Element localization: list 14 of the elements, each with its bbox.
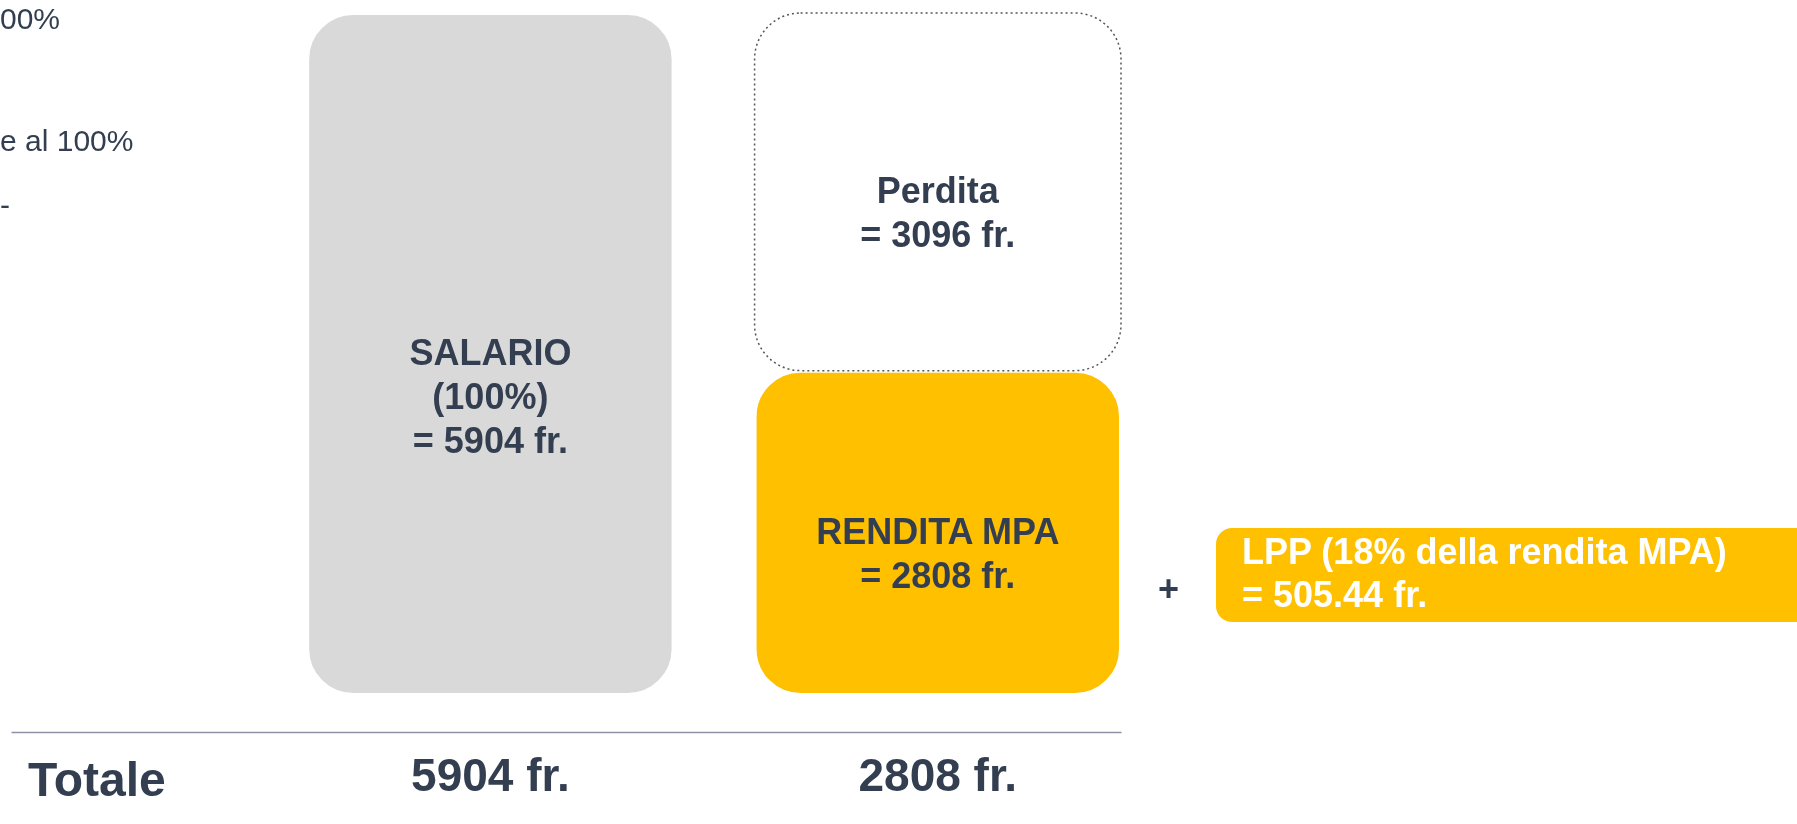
text: 00% xyxy=(0,2,61,37)
text: e al 100% xyxy=(0,124,134,159)
series-label: RENDITA MPA xyxy=(816,510,1060,552)
data-label: (100%) = 5904 fr. xyxy=(412,376,568,461)
text: Totale xyxy=(28,752,166,808)
series-label: SALARIO xyxy=(409,332,572,373)
x-tick-label: 5904 fr. xyxy=(411,748,570,801)
annotation: + xyxy=(1158,568,1180,610)
x-tick-label: 2808 fr. xyxy=(858,748,1018,801)
rounded-callout-box: LPP (18% della rendita MPA) = 505.44 fr. xyxy=(1216,528,1797,623)
data-label: = 2808 fr. xyxy=(860,554,1016,596)
data-label: = 3096 fr. xyxy=(860,213,1016,255)
series-label: Perdita xyxy=(876,169,1000,211)
text: - xyxy=(0,188,10,223)
